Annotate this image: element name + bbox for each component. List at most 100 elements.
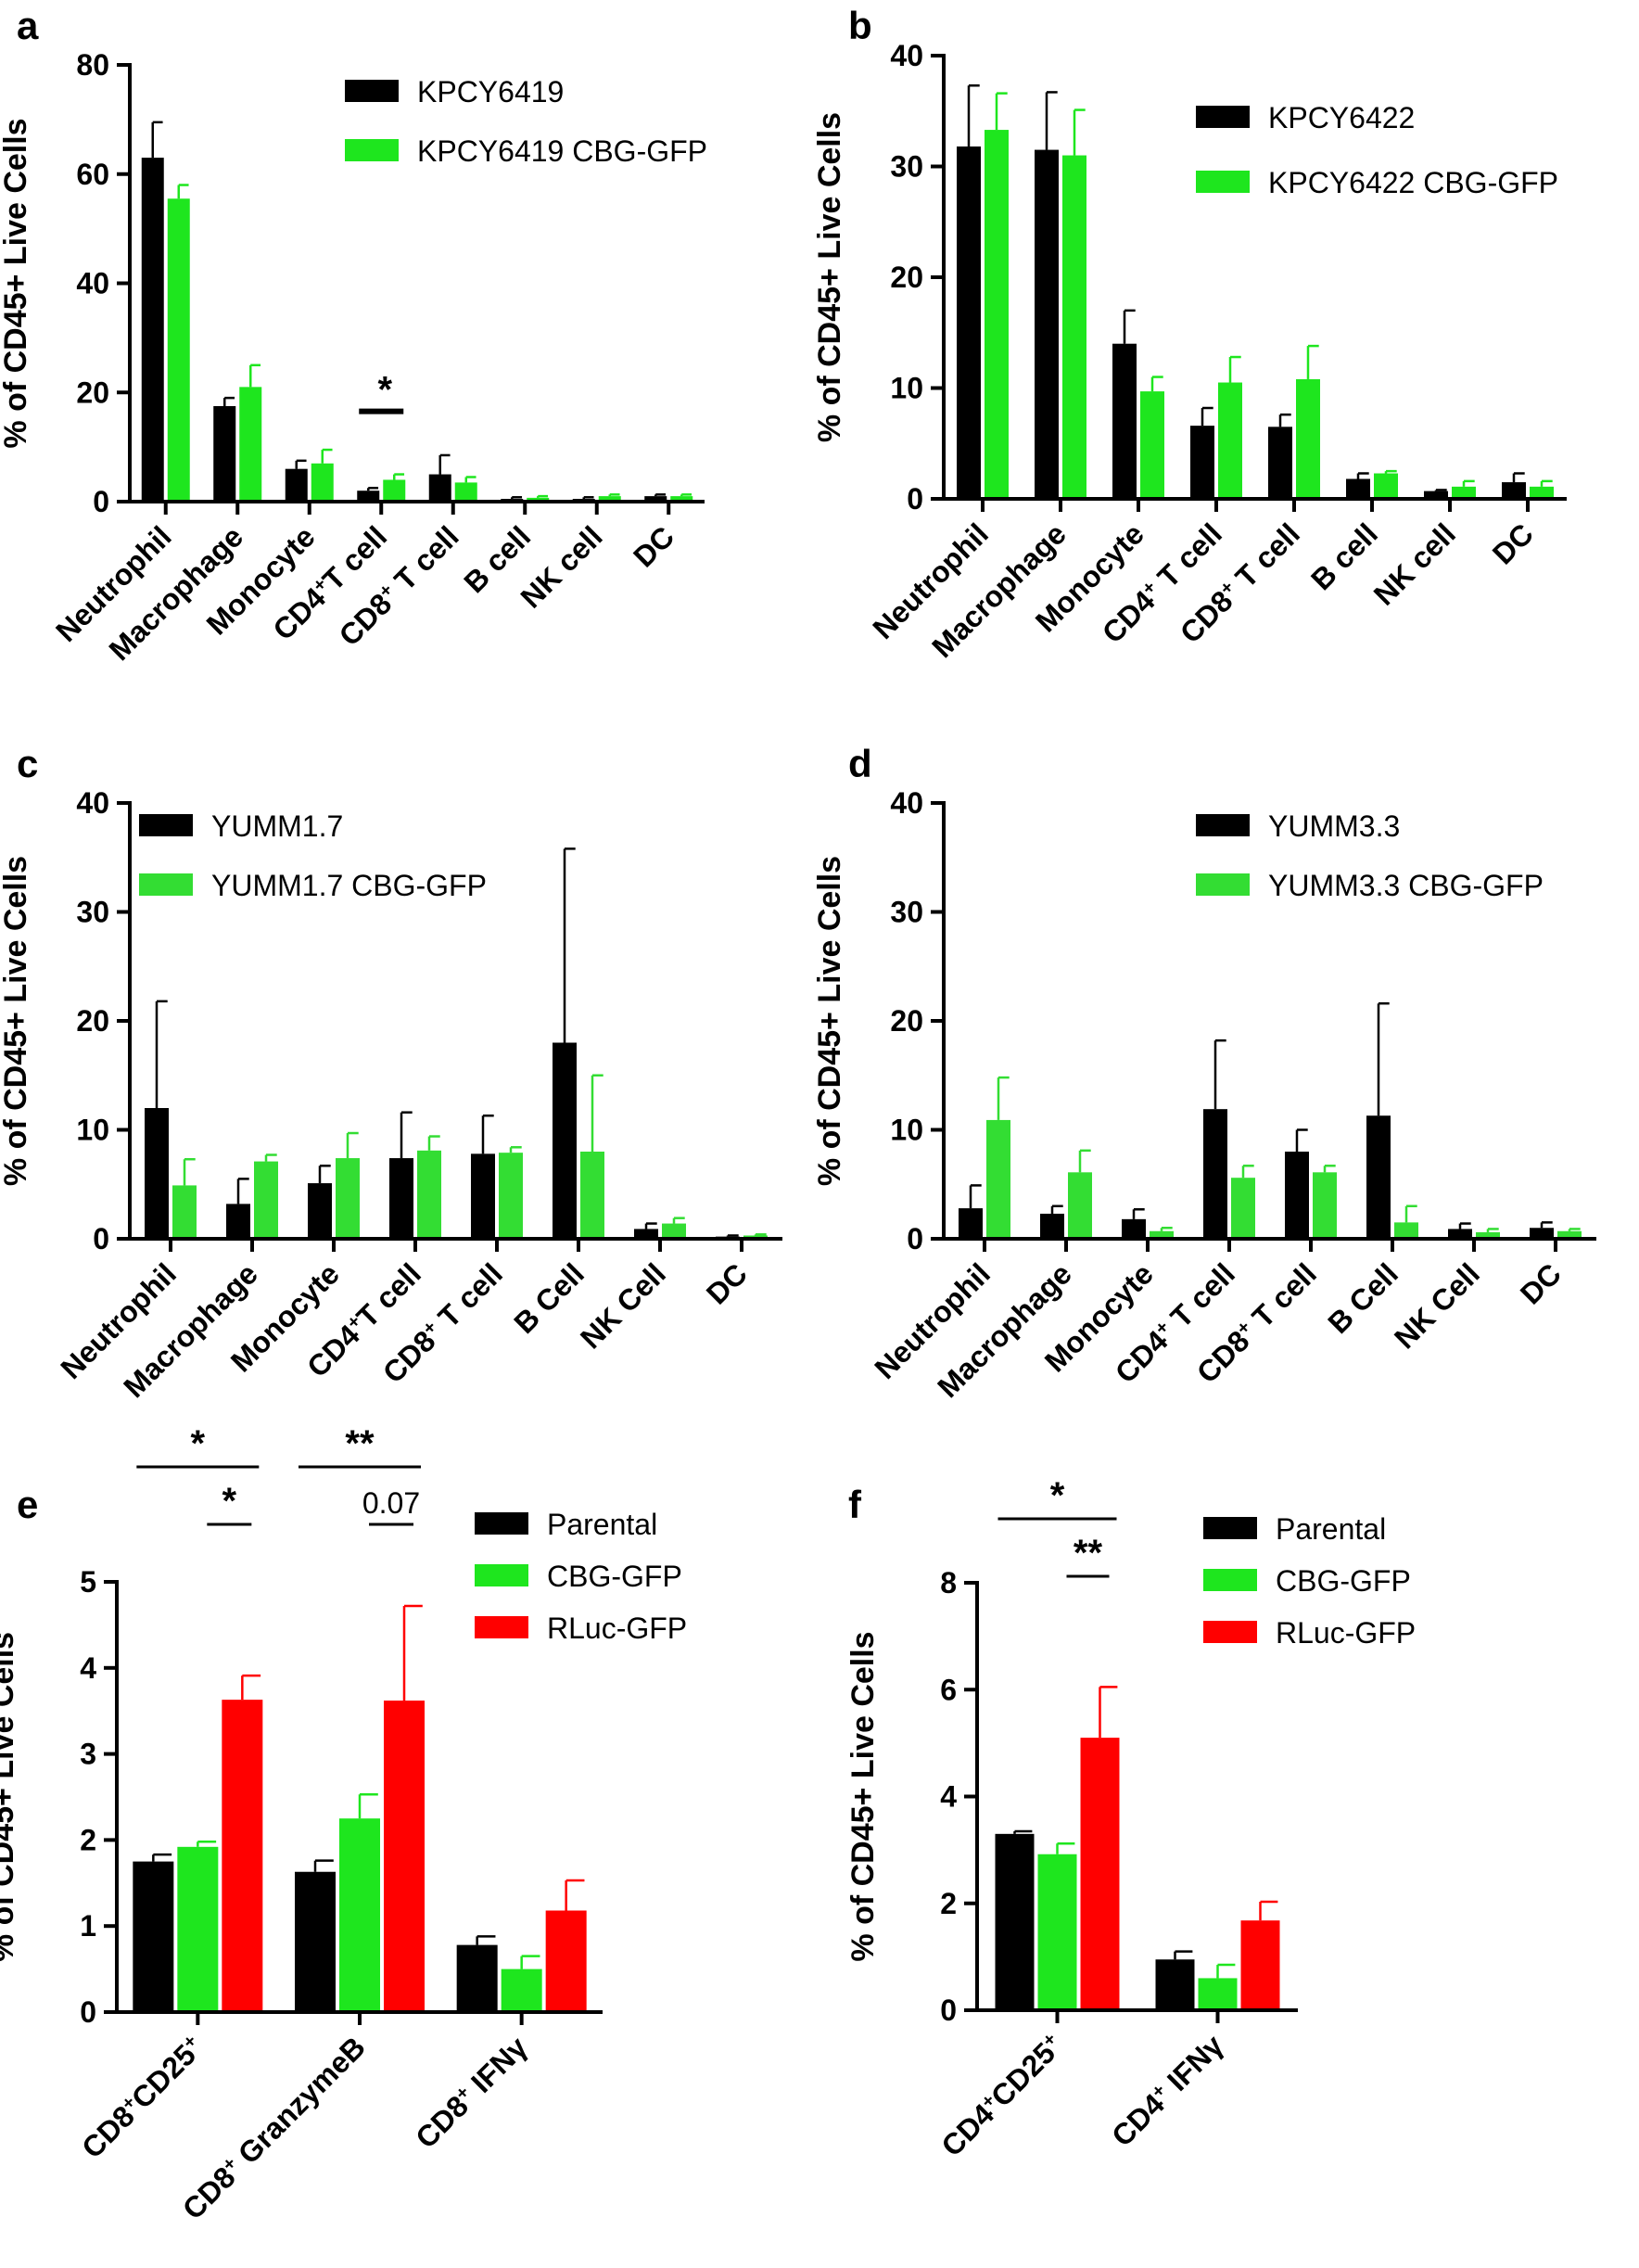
y-tick-label: 20	[76, 376, 109, 409]
bar	[389, 1158, 413, 1239]
x-tick-label: DC	[1486, 516, 1540, 570]
bar	[1140, 391, 1164, 499]
bar	[456, 1944, 498, 2012]
bar	[1080, 1738, 1120, 2010]
y-axis-label: % of CD45+ Live Cells	[0, 856, 33, 1186]
bar	[357, 491, 380, 502]
y-tick-label: 60	[76, 158, 109, 191]
legend-swatch	[1196, 171, 1250, 193]
y-tick-label: 0	[940, 1994, 957, 2027]
y-tick-label: 20	[890, 261, 923, 294]
bar	[501, 1969, 542, 2012]
bar	[986, 1119, 1010, 1239]
bar	[1155, 1959, 1195, 2010]
label-part: IFNγ	[1155, 2028, 1230, 2103]
bar	[417, 1150, 441, 1239]
bar	[1122, 1218, 1146, 1239]
y-tick-label: 8	[940, 1566, 957, 1599]
legend-label: CBG-GFP	[547, 1560, 682, 1593]
legend-label: Parental	[547, 1508, 657, 1541]
legend-label: YUMM1.7 CBG-GFP	[211, 869, 487, 902]
bar	[1240, 1920, 1280, 2010]
legend-swatch	[139, 814, 193, 836]
bar	[670, 496, 693, 502]
legend-label: KPCY6422 CBG-GFP	[1268, 166, 1558, 199]
bar	[1190, 426, 1214, 499]
label-part: Macrophage	[925, 516, 1073, 664]
bar	[1218, 382, 1242, 499]
bar	[959, 1208, 983, 1239]
bar	[553, 1042, 577, 1239]
label-part: NK cell	[1367, 516, 1462, 611]
y-tick-label: 0	[907, 1222, 923, 1255]
label-part: NK Cell	[1388, 1256, 1486, 1355]
x-tick-label: DC	[627, 519, 680, 573]
bar	[644, 496, 667, 502]
bar	[1150, 1230, 1174, 1239]
label-part: DC	[627, 519, 680, 573]
bar	[499, 1153, 523, 1239]
y-axis-label: % of CD45+ Live Cells	[812, 856, 847, 1186]
bar	[634, 1229, 658, 1239]
x-tick-label: Macrophage	[925, 516, 1073, 664]
bar	[598, 496, 621, 502]
x-tick-label: NK Cell	[574, 1256, 672, 1355]
significance-marker: **	[345, 1423, 375, 1464]
bar	[177, 1846, 219, 2012]
legend-label: RLuc-GFP	[547, 1612, 687, 1645]
panel-f: f 0 2 4 6 8 CD4+CD25+ CD4+ IFNγ % of CD45+ Live …	[845, 1475, 1416, 2163]
y-tick-label: 20	[76, 1004, 109, 1038]
x-tick-label: CD8+ GranzymeB	[176, 2030, 372, 2225]
bar	[1346, 478, 1370, 499]
label-part: IFNγ	[459, 2030, 534, 2105]
bar	[1040, 1213, 1064, 1239]
y-tick-label: 0	[80, 1995, 96, 2029]
bar	[1530, 1228, 1554, 1239]
bar	[1394, 1222, 1418, 1239]
bar	[1068, 1172, 1092, 1239]
y-tick-label: 6	[940, 1673, 957, 1706]
legend-label: YUMM1.7	[211, 809, 343, 843]
bar	[985, 130, 1009, 499]
y-tick-label: 30	[76, 896, 109, 929]
bar	[1530, 486, 1554, 499]
y-tick-label: 4	[80, 1651, 96, 1685]
y-tick-label: 5	[80, 1565, 96, 1599]
y-tick-label: 0	[93, 1222, 109, 1255]
label-part: NK Cell	[574, 1256, 672, 1355]
panel-letter: b	[848, 4, 872, 47]
bar	[1476, 1231, 1500, 1239]
bar	[1448, 1229, 1472, 1239]
bar	[428, 474, 451, 502]
label-part: NK cell	[515, 519, 609, 614]
label-part: DC	[700, 1256, 754, 1310]
bar	[1037, 1854, 1077, 2010]
bar	[1112, 343, 1137, 499]
legend-label: Parental	[1276, 1512, 1386, 1546]
bar	[454, 482, 477, 502]
legend-swatch	[1196, 873, 1250, 896]
bar	[254, 1161, 278, 1239]
y-tick-label: 40	[890, 786, 923, 820]
bar	[1557, 1230, 1582, 1239]
bar	[285, 468, 308, 502]
label-part: DC	[1486, 516, 1540, 570]
bar	[1502, 482, 1526, 499]
y-tick-label: 2	[80, 1823, 96, 1856]
label-part: DC	[1514, 1256, 1568, 1310]
label-part: T cell	[426, 1256, 509, 1340]
bar	[1285, 1152, 1309, 1239]
bar	[226, 1204, 250, 1239]
bar	[295, 1871, 336, 2012]
bar	[1231, 1178, 1255, 1239]
y-tick-label: 10	[76, 1114, 109, 1147]
panel-d: d010203040NeutrophilMacrophageMonocyteCD…	[812, 742, 1596, 1404]
y-tick-label: 0	[907, 482, 923, 516]
bar	[308, 1183, 332, 1239]
legend-swatch	[1203, 1569, 1257, 1591]
legend-label: CBG-GFP	[1276, 1564, 1411, 1598]
bar	[339, 1818, 380, 2012]
bar	[133, 1861, 174, 2012]
label-part: T cell	[350, 1256, 427, 1333]
